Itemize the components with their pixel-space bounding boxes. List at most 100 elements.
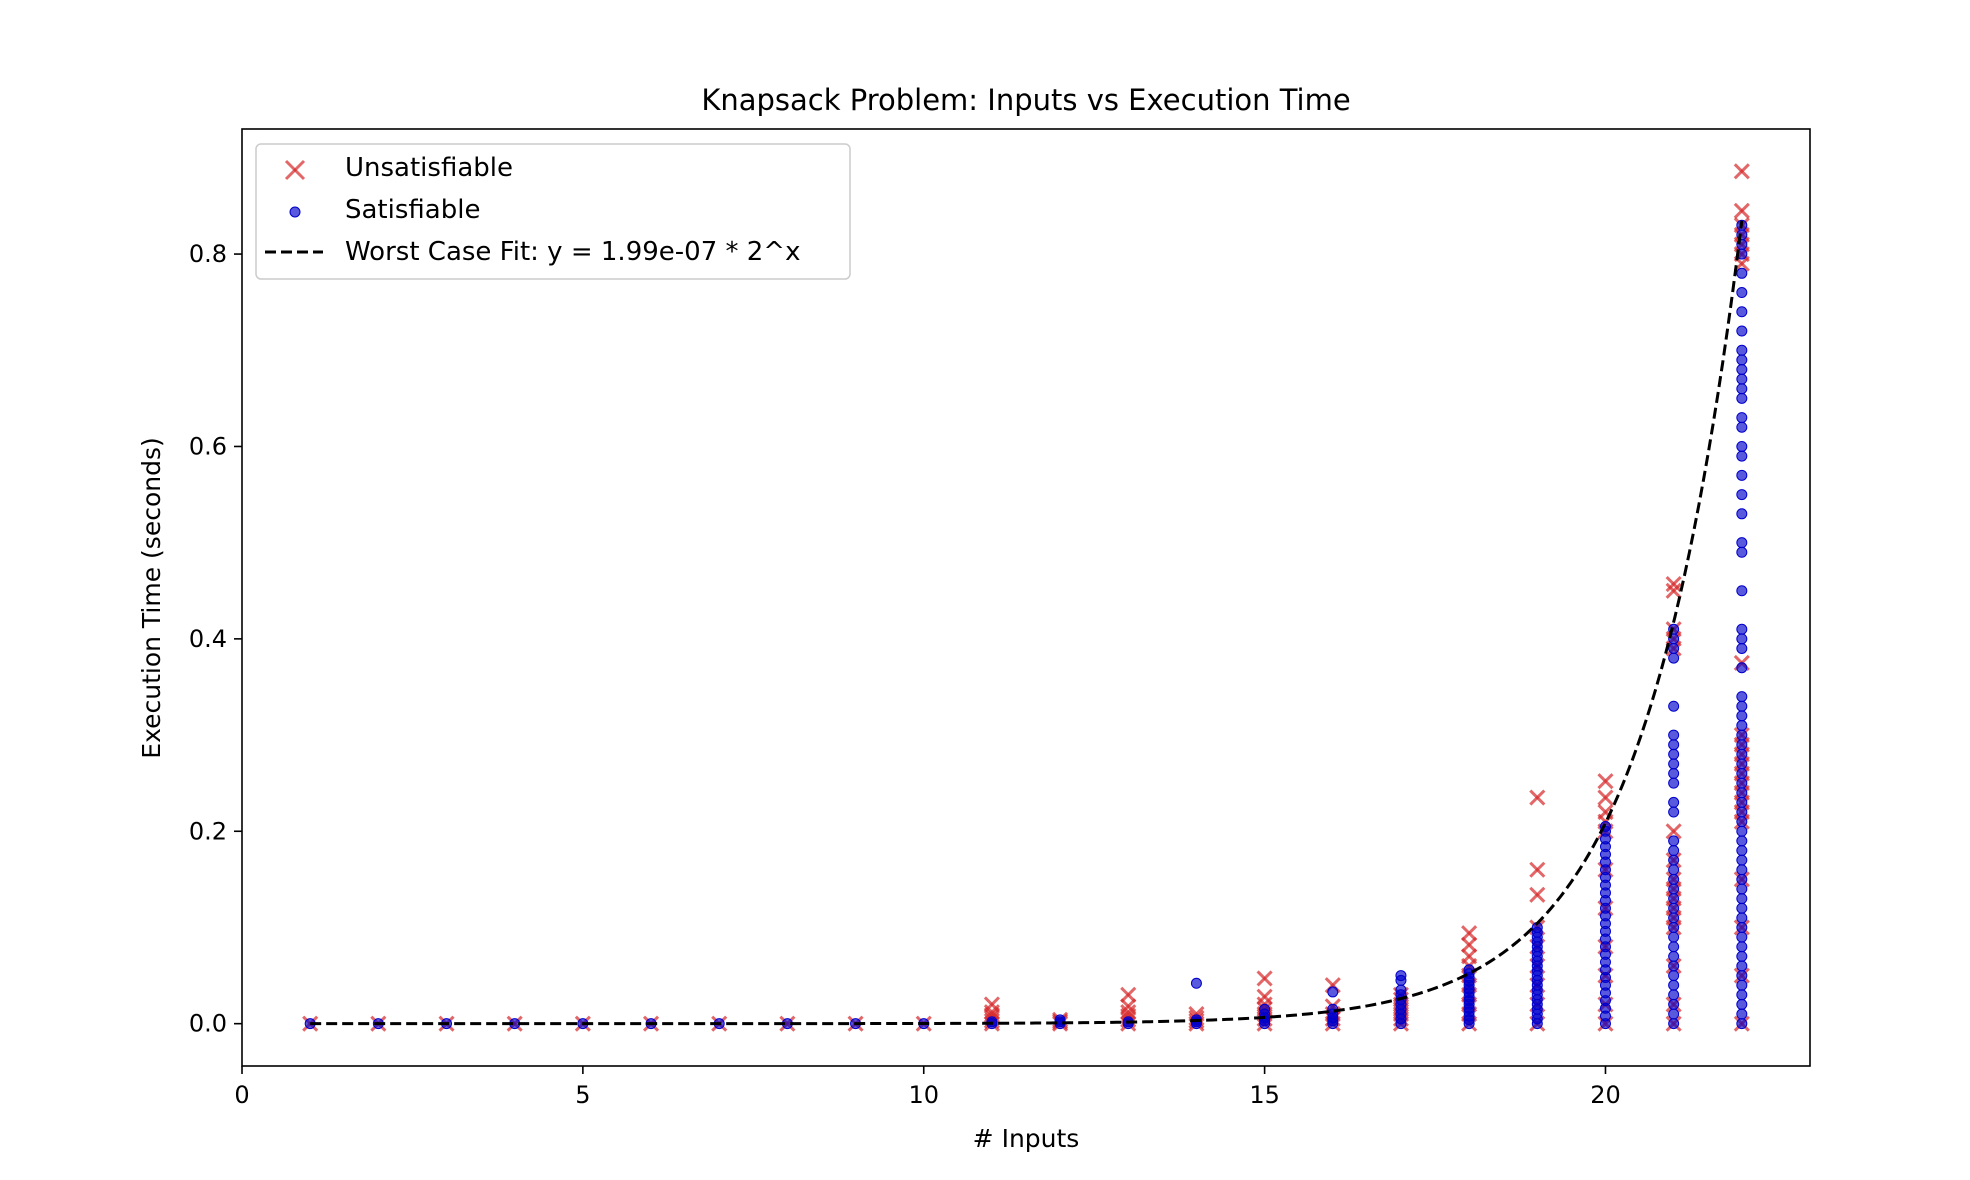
data-point-satisfiable (1736, 537, 1748, 549)
chart-title: Knapsack Problem: Inputs vs Execution Ti… (701, 83, 1350, 117)
legend-marker-unsatisfiable (284, 159, 306, 181)
data-point-satisfiable (1736, 998, 1748, 1010)
data-point-unsatisfiable (1733, 202, 1750, 219)
data-point-satisfiable (1736, 825, 1748, 837)
data-point-satisfiable (1736, 941, 1748, 953)
data-point-satisfiable (1736, 854, 1748, 866)
data-point-satisfiable (1736, 960, 1748, 972)
data-point-satisfiable (1668, 989, 1680, 1001)
x-axis-ticks: 0 5 10 15 20 (234, 1066, 1621, 1109)
data-point-satisfiable (1668, 748, 1680, 760)
data-point-unsatisfiable (1529, 789, 1546, 806)
data-point-satisfiable (1395, 984, 1407, 996)
data-point-satisfiable (1668, 864, 1680, 876)
data-point-satisfiable (1736, 469, 1748, 481)
data-point-satisfiable (1736, 392, 1748, 404)
y-tick-label: 0.2 (189, 817, 227, 845)
data-point-unsatisfiable (1120, 1004, 1137, 1021)
data-point-satisfiable (1736, 893, 1748, 905)
data-point-unsatisfiable (1665, 575, 1682, 593)
data-point-unsatisfiable (1529, 886, 1546, 903)
data-point-satisfiable (1668, 729, 1680, 741)
x-tick-label: 10 (908, 1081, 939, 1109)
data-point-satisfiable (1736, 585, 1748, 597)
plot-area (302, 163, 1750, 1032)
data-point-satisfiable (1190, 977, 1202, 989)
data-point-satisfiable (1668, 912, 1680, 924)
legend-label-unsatisfiable: Unsatisfiable (345, 153, 513, 183)
data-point-satisfiable (1736, 912, 1748, 924)
data-point-satisfiable (1736, 421, 1748, 433)
data-point-unsatisfiable (1461, 936, 1478, 953)
data-point-satisfiable (1736, 777, 1748, 789)
data-point-unsatisfiable (1597, 789, 1614, 806)
data-point-satisfiable (1668, 1018, 1680, 1030)
data-point-satisfiable (1736, 440, 1748, 452)
data-point-satisfiable (1736, 642, 1748, 654)
data-point-satisfiable (1668, 835, 1680, 847)
data-point-satisfiable (1736, 979, 1748, 991)
y-tick-label: 0.4 (189, 625, 227, 653)
data-point-satisfiable (1736, 796, 1748, 808)
data-point-satisfiable (1259, 1003, 1271, 1015)
data-point-satisfiable (1668, 1008, 1680, 1020)
data-point-unsatisfiable (1529, 861, 1546, 878)
data-point-satisfiable (1736, 758, 1748, 770)
data-point-satisfiable (1736, 719, 1748, 731)
data-point-satisfiable (1668, 931, 1680, 943)
data-point-satisfiable (1668, 998, 1680, 1010)
y-axis-label: Execution Time (seconds) (137, 437, 166, 758)
data-point-satisfiable (1327, 986, 1339, 998)
x-tick-label: 20 (1590, 1081, 1621, 1109)
data-point-satisfiable (1736, 306, 1748, 318)
data-point-unsatisfiable (1120, 986, 1137, 1003)
data-point-unsatisfiable (1120, 998, 1137, 1015)
axes-frame (241, 128, 1811, 1067)
data-point-satisfiable (1668, 902, 1680, 914)
data-point-satisfiable (1736, 950, 1748, 962)
data-point-satisfiable (1736, 970, 1748, 982)
data-point-satisfiable (1736, 325, 1748, 337)
data-point-satisfiable (1668, 845, 1680, 857)
legend: Unsatisfiable Satisfiable Worst Case Fit… (255, 143, 851, 280)
data-point-satisfiable (986, 1016, 998, 1028)
data-point-unsatisfiable (1461, 925, 1478, 942)
data-point-satisfiable (1736, 902, 1748, 914)
data-point-unsatisfiable (1665, 823, 1682, 840)
data-point-unsatisfiable (1461, 948, 1478, 965)
data-point-satisfiable (1395, 970, 1407, 982)
data-point-satisfiable (1668, 960, 1680, 972)
data-point-satisfiable (1736, 729, 1748, 741)
data-point-satisfiable (1736, 383, 1748, 395)
data-point-unsatisfiable (1597, 773, 1614, 790)
data-point-satisfiable (1736, 267, 1748, 279)
data-point-satisfiable (1736, 546, 1748, 558)
data-point-satisfiable (1736, 710, 1748, 722)
data-point-satisfiable (1668, 893, 1680, 905)
data-point-satisfiable (1668, 796, 1680, 808)
data-point-satisfiable (1736, 845, 1748, 857)
legend-marker-satisfiable (289, 206, 301, 218)
data-point-satisfiable (1668, 700, 1680, 712)
data-point-satisfiable (1668, 921, 1680, 933)
data-point-satisfiable (1736, 354, 1748, 366)
data-point-satisfiable (1736, 748, 1748, 760)
data-point-unsatisfiable (1256, 970, 1273, 987)
data-point-satisfiable (1736, 450, 1748, 462)
data-point-satisfiable (1668, 854, 1680, 866)
x-tick-label: 5 (575, 1081, 590, 1109)
data-point-satisfiable (1736, 700, 1748, 712)
data-point-satisfiable (1668, 768, 1680, 780)
legend-box (255, 143, 851, 280)
data-point-satisfiable (1736, 1018, 1748, 1030)
data-point-satisfiable (1736, 931, 1748, 943)
data-point-satisfiable (1668, 777, 1680, 789)
data-point-satisfiable (1668, 806, 1680, 818)
data-point-satisfiable (1736, 921, 1748, 933)
data-point-satisfiable (1668, 970, 1680, 982)
data-point-satisfiable (1668, 873, 1680, 885)
y-tick-label: 0.6 (189, 432, 227, 460)
data-point-satisfiable (1736, 691, 1748, 703)
data-point-satisfiable (1736, 489, 1748, 501)
